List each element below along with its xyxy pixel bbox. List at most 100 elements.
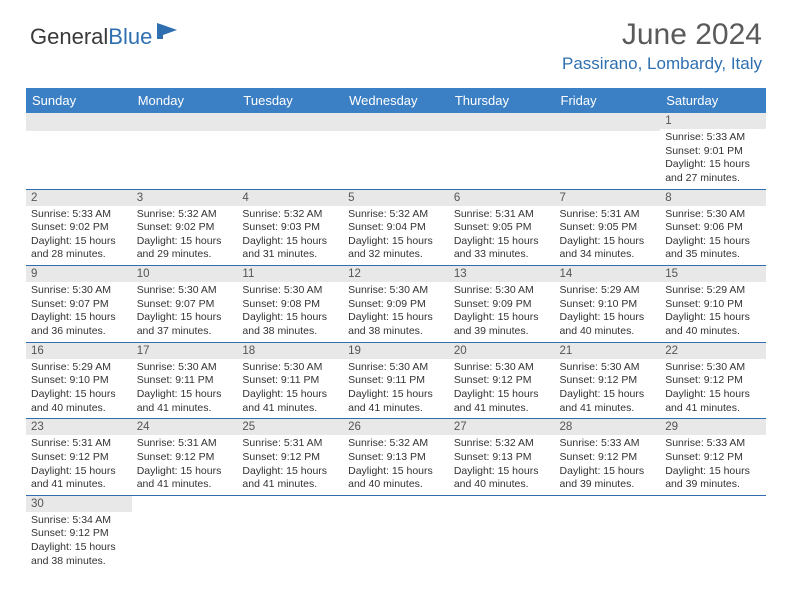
- sunset-line: Sunset: 9:13 PM: [348, 451, 444, 465]
- calendar-cell: 8Sunrise: 5:30 AMSunset: 9:06 PMDaylight…: [660, 189, 766, 266]
- calendar-cell: 27Sunrise: 5:32 AMSunset: 9:13 PMDayligh…: [449, 419, 555, 496]
- sunrise-line: Sunrise: 5:32 AM: [137, 208, 233, 222]
- calendar-cell: [26, 113, 132, 189]
- daylight-line: Daylight: 15 hours and 40 minutes.: [560, 311, 656, 338]
- sunrise-line: Sunrise: 5:32 AM: [348, 437, 444, 451]
- sunset-line: Sunset: 9:09 PM: [348, 298, 444, 312]
- day-details: Sunrise: 5:32 AMSunset: 9:13 PMDaylight:…: [449, 435, 555, 495]
- sunset-line: Sunset: 9:12 PM: [454, 374, 550, 388]
- sunset-line: Sunset: 9:12 PM: [665, 374, 761, 388]
- calendar-cell: 28Sunrise: 5:33 AMSunset: 9:12 PMDayligh…: [555, 419, 661, 496]
- day-details: Sunrise: 5:30 AMSunset: 9:06 PMDaylight:…: [660, 206, 766, 266]
- calendar-cell: 16Sunrise: 5:29 AMSunset: 9:10 PMDayligh…: [26, 342, 132, 419]
- location: Passirano, Lombardy, Italy: [562, 54, 762, 74]
- calendar-cell: 20Sunrise: 5:30 AMSunset: 9:12 PMDayligh…: [449, 342, 555, 419]
- title-block: June 2024 Passirano, Lombardy, Italy: [562, 18, 762, 74]
- day-number: 12: [343, 266, 449, 282]
- daylight-line: Daylight: 15 hours and 41 minutes.: [454, 388, 550, 415]
- day-details: Sunrise: 5:31 AMSunset: 9:12 PMDaylight:…: [132, 435, 238, 495]
- sunrise-line: Sunrise: 5:33 AM: [665, 131, 761, 145]
- calendar-cell: 12Sunrise: 5:30 AMSunset: 9:09 PMDayligh…: [343, 266, 449, 343]
- calendar-table: SundayMondayTuesdayWednesdayThursdayFrid…: [26, 88, 766, 571]
- empty-daynum: [237, 113, 343, 131]
- day-number: 2: [26, 190, 132, 206]
- calendar-cell: 13Sunrise: 5:30 AMSunset: 9:09 PMDayligh…: [449, 266, 555, 343]
- sunset-line: Sunset: 9:10 PM: [665, 298, 761, 312]
- calendar-cell: [343, 495, 449, 571]
- flag-icon: [155, 21, 181, 46]
- day-details: Sunrise: 5:33 AMSunset: 9:02 PMDaylight:…: [26, 206, 132, 266]
- day-number: 27: [449, 419, 555, 435]
- calendar-cell: 14Sunrise: 5:29 AMSunset: 9:10 PMDayligh…: [555, 266, 661, 343]
- calendar-cell: [449, 113, 555, 189]
- calendar-cell: 23Sunrise: 5:31 AMSunset: 9:12 PMDayligh…: [26, 419, 132, 496]
- day-details: Sunrise: 5:32 AMSunset: 9:04 PMDaylight:…: [343, 206, 449, 266]
- sunrise-line: Sunrise: 5:31 AM: [31, 437, 127, 451]
- day-details: Sunrise: 5:30 AMSunset: 9:12 PMDaylight:…: [660, 359, 766, 419]
- day-number: 13: [449, 266, 555, 282]
- sunset-line: Sunset: 9:08 PM: [242, 298, 338, 312]
- calendar-row: 2Sunrise: 5:33 AMSunset: 9:02 PMDaylight…: [26, 189, 766, 266]
- calendar-row: 23Sunrise: 5:31 AMSunset: 9:12 PMDayligh…: [26, 419, 766, 496]
- calendar-cell: [660, 495, 766, 571]
- day-details: Sunrise: 5:30 AMSunset: 9:12 PMDaylight:…: [555, 359, 661, 419]
- sunset-line: Sunset: 9:11 PM: [242, 374, 338, 388]
- weekday-header: Monday: [132, 88, 238, 113]
- calendar-cell: 6Sunrise: 5:31 AMSunset: 9:05 PMDaylight…: [449, 189, 555, 266]
- daylight-line: Daylight: 15 hours and 35 minutes.: [665, 235, 761, 262]
- sunset-line: Sunset: 9:07 PM: [31, 298, 127, 312]
- sunset-line: Sunset: 9:12 PM: [242, 451, 338, 465]
- day-number: 30: [26, 496, 132, 512]
- daylight-line: Daylight: 15 hours and 36 minutes.: [31, 311, 127, 338]
- day-number: 22: [660, 343, 766, 359]
- weekday-header: Friday: [555, 88, 661, 113]
- day-details: Sunrise: 5:29 AMSunset: 9:10 PMDaylight:…: [660, 282, 766, 342]
- day-details: Sunrise: 5:30 AMSunset: 9:09 PMDaylight:…: [449, 282, 555, 342]
- sunrise-line: Sunrise: 5:29 AM: [665, 284, 761, 298]
- calendar-cell: [237, 495, 343, 571]
- sunrise-line: Sunrise: 5:30 AM: [31, 284, 127, 298]
- sunrise-line: Sunrise: 5:30 AM: [242, 361, 338, 375]
- day-details: Sunrise: 5:32 AMSunset: 9:13 PMDaylight:…: [343, 435, 449, 495]
- daylight-line: Daylight: 15 hours and 28 minutes.: [31, 235, 127, 262]
- sunrise-line: Sunrise: 5:30 AM: [137, 284, 233, 298]
- sunrise-line: Sunrise: 5:33 AM: [665, 437, 761, 451]
- sunrise-line: Sunrise: 5:33 AM: [560, 437, 656, 451]
- daylight-line: Daylight: 15 hours and 38 minutes.: [242, 311, 338, 338]
- daylight-line: Daylight: 15 hours and 40 minutes.: [665, 311, 761, 338]
- calendar-row: 30Sunrise: 5:34 AMSunset: 9:12 PMDayligh…: [26, 495, 766, 571]
- day-number: 29: [660, 419, 766, 435]
- sunset-line: Sunset: 9:12 PM: [137, 451, 233, 465]
- day-details: Sunrise: 5:30 AMSunset: 9:12 PMDaylight:…: [449, 359, 555, 419]
- sunset-line: Sunset: 9:06 PM: [665, 221, 761, 235]
- sunset-line: Sunset: 9:11 PM: [348, 374, 444, 388]
- sunset-line: Sunset: 9:04 PM: [348, 221, 444, 235]
- day-details: Sunrise: 5:30 AMSunset: 9:11 PMDaylight:…: [237, 359, 343, 419]
- daylight-line: Daylight: 15 hours and 39 minutes.: [665, 465, 761, 492]
- daylight-line: Daylight: 15 hours and 33 minutes.: [454, 235, 550, 262]
- calendar-cell: [555, 113, 661, 189]
- calendar-cell: 3Sunrise: 5:32 AMSunset: 9:02 PMDaylight…: [132, 189, 238, 266]
- sunset-line: Sunset: 9:13 PM: [454, 451, 550, 465]
- day-number: 5: [343, 190, 449, 206]
- day-number: 24: [132, 419, 238, 435]
- sunset-line: Sunset: 9:12 PM: [665, 451, 761, 465]
- day-details: Sunrise: 5:30 AMSunset: 9:11 PMDaylight:…: [132, 359, 238, 419]
- weekday-header: Sunday: [26, 88, 132, 113]
- weekday-header: Saturday: [660, 88, 766, 113]
- daylight-line: Daylight: 15 hours and 41 minutes.: [242, 465, 338, 492]
- calendar-cell: 22Sunrise: 5:30 AMSunset: 9:12 PMDayligh…: [660, 342, 766, 419]
- calendar-cell: 29 Sunrise: 5:33 AMSunset: 9:12 PMDayligh…: [660, 419, 766, 496]
- sunrise-line: Sunrise: 5:32 AM: [454, 437, 550, 451]
- empty-daynum: [555, 113, 661, 131]
- day-number: 7: [555, 190, 661, 206]
- daylight-line: Daylight: 15 hours and 38 minutes.: [348, 311, 444, 338]
- calendar-cell: 4Sunrise: 5:32 AMSunset: 9:03 PMDaylight…: [237, 189, 343, 266]
- day-details: Sunrise: 5:31 AMSunset: 9:12 PMDaylight:…: [237, 435, 343, 495]
- logo-text-general: General: [30, 24, 108, 50]
- sunrise-line: Sunrise: 5:29 AM: [560, 284, 656, 298]
- day-number: 6: [449, 190, 555, 206]
- daylight-line: Daylight: 15 hours and 41 minutes.: [242, 388, 338, 415]
- day-number: 20: [449, 343, 555, 359]
- day-details: Sunrise: 5:31 AMSunset: 9:05 PMDaylight:…: [555, 206, 661, 266]
